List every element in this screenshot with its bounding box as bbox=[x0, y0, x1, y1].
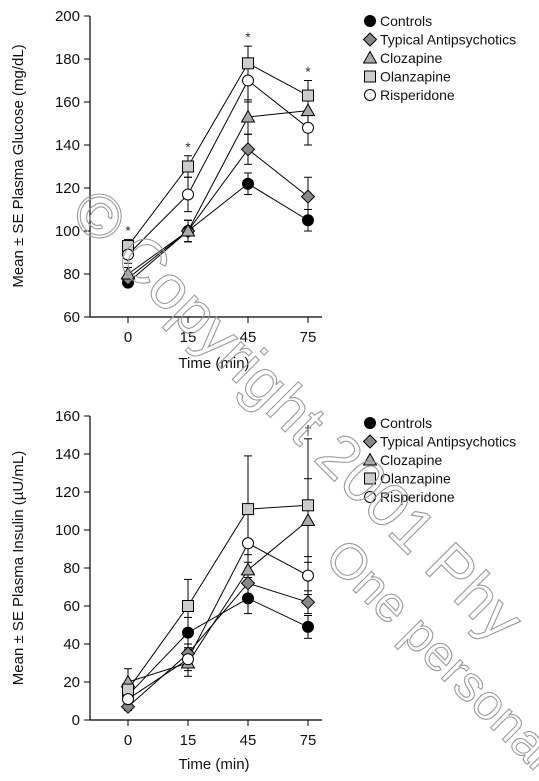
point-risperidone bbox=[122, 248, 134, 261]
legend-marker-olanzapine bbox=[364, 472, 376, 485]
point-risperidone bbox=[242, 537, 254, 550]
legend-marker-typical-antipsychotics bbox=[362, 434, 378, 449]
y-axis-label: Mean ± SE Plasma Insulin (µU/mL) bbox=[10, 451, 27, 685]
y-tick-label: 200 bbox=[55, 8, 80, 25]
y-tick-label: 60 bbox=[63, 598, 80, 615]
y-tick-label: 140 bbox=[55, 446, 80, 463]
point-risperidone bbox=[302, 569, 314, 582]
point-controls bbox=[242, 177, 254, 190]
x-tick-label: 75 bbox=[300, 732, 317, 749]
y-tick-label: 100 bbox=[55, 223, 80, 240]
x-axis-label: Time (min) bbox=[178, 355, 249, 372]
series-line-typical-antipsychotics bbox=[127, 148, 309, 279]
point-risperidone bbox=[122, 693, 134, 706]
legend-marker-controls bbox=[364, 15, 376, 27]
y-tick-label: 140 bbox=[55, 137, 80, 154]
legend-label-olanzapine: Olanzapine bbox=[380, 471, 451, 487]
y-tick-label: 60 bbox=[63, 309, 80, 326]
y-tick-label: 120 bbox=[55, 484, 80, 501]
series-line-olanzapine bbox=[127, 62, 309, 247]
point-controls bbox=[242, 592, 254, 605]
x-tick-label: 75 bbox=[300, 329, 317, 346]
legend: Controls Typical Antipsychotics Clozapine O… bbox=[362, 415, 516, 505]
point-risperidone bbox=[242, 74, 254, 87]
y-tick-label: 0 bbox=[72, 712, 80, 729]
legend-marker-risperidone bbox=[364, 491, 376, 503]
y-tick-label: 80 bbox=[63, 266, 80, 283]
point-risperidone bbox=[302, 121, 314, 134]
glucose-chart: 60 80 100 120 140 160 180 200 0 15 45 75 Mean ± SE P… bbox=[10, 8, 516, 372]
x-tick-label: 0 bbox=[124, 329, 132, 346]
y-axis-label: Mean ± SE Plasma Glucose (mg/dL) bbox=[10, 44, 27, 287]
point-clozapine bbox=[300, 512, 316, 526]
significance-marker: * bbox=[185, 139, 191, 155]
insulin-chart: 0 20 40 60 80 100 120 140 160 0 15 45 75 Mean ± SE Pl… bbox=[10, 408, 516, 773]
legend-label-clozapine: Clozapine bbox=[380, 452, 442, 468]
point-controls bbox=[302, 620, 314, 633]
x-tick-label: 15 bbox=[180, 732, 197, 749]
y-tick-label: 40 bbox=[63, 636, 80, 653]
series-line-controls bbox=[127, 597, 309, 696]
point-olanzapine bbox=[182, 160, 194, 173]
series-line-clozapine bbox=[127, 520, 309, 683]
y-tick-label: 120 bbox=[55, 180, 80, 197]
point-olanzapine bbox=[242, 503, 254, 516]
y-tick-label: 160 bbox=[55, 94, 80, 111]
legend-marker-risperidone bbox=[364, 89, 376, 101]
point-risperidone bbox=[182, 653, 194, 666]
point-clozapine bbox=[240, 109, 256, 123]
point-controls bbox=[302, 214, 314, 227]
legend-label-risperidone: Risperidone bbox=[380, 489, 455, 505]
point-olanzapine bbox=[302, 89, 314, 102]
legend: Controls Typical Antipsychotics Clozapine O… bbox=[362, 13, 516, 103]
significance-marker: * bbox=[125, 223, 131, 239]
point-clozapine bbox=[120, 266, 136, 280]
point-olanzapine bbox=[182, 600, 194, 612]
point-typical-antipsychotics bbox=[240, 142, 256, 157]
point-controls bbox=[182, 626, 194, 639]
legend-marker-olanzapine bbox=[364, 70, 376, 83]
legend-marker-controls bbox=[364, 417, 376, 429]
point-clozapine bbox=[240, 562, 256, 576]
point-olanzapine bbox=[302, 499, 314, 512]
point-clozapine bbox=[180, 223, 196, 237]
series-line-olanzapine bbox=[127, 504, 309, 690]
legend-marker-clozapine bbox=[362, 452, 378, 466]
point-risperidone bbox=[182, 188, 194, 201]
y-tick-label: 160 bbox=[55, 408, 80, 425]
series-line-controls bbox=[127, 183, 309, 283]
legend-marker-typical-antipsychotics bbox=[362, 32, 378, 47]
x-tick-label: 45 bbox=[240, 732, 257, 749]
y-tick-label: 80 bbox=[63, 560, 80, 577]
point-olanzapine bbox=[242, 57, 254, 70]
point-typical-antipsychotics bbox=[300, 594, 316, 610]
x-tick-label: 0 bbox=[124, 732, 132, 749]
legend-label-risperidone: Risperidone bbox=[380, 87, 455, 103]
point-typical-antipsychotics bbox=[300, 189, 316, 204]
x-tick-label: 15 bbox=[180, 329, 197, 346]
y-tick-label: 180 bbox=[55, 51, 80, 68]
significance-marker: * bbox=[305, 64, 311, 80]
significance-marker: † bbox=[304, 422, 312, 438]
point-typical-antipsychotics bbox=[240, 575, 256, 591]
legend-label-olanzapine: Olanzapine bbox=[380, 69, 451, 85]
y-tick-label: 20 bbox=[63, 674, 80, 691]
series-line-risperidone bbox=[127, 79, 309, 256]
legend-label-controls: Controls bbox=[380, 13, 432, 29]
y-tick-label: 100 bbox=[55, 522, 80, 539]
x-axis-label: Time (min) bbox=[178, 756, 249, 773]
legend-label-typical-antipsychotics: Typical Antipsychotics bbox=[380, 32, 516, 48]
significance-marker: * bbox=[245, 29, 251, 45]
legend-label-clozapine: Clozapine bbox=[380, 50, 442, 66]
series-line-risperidone bbox=[127, 542, 309, 700]
legend-marker-clozapine bbox=[362, 50, 378, 64]
x-tick-label: 45 bbox=[240, 329, 257, 346]
legend-label-typical-antipsychotics: Typical Antipsychotics bbox=[380, 434, 516, 450]
legend-label-controls: Controls bbox=[380, 415, 432, 431]
point-clozapine bbox=[300, 103, 316, 117]
series-line-typical-antipsychotics bbox=[127, 582, 309, 708]
series-line-clozapine bbox=[127, 110, 309, 275]
